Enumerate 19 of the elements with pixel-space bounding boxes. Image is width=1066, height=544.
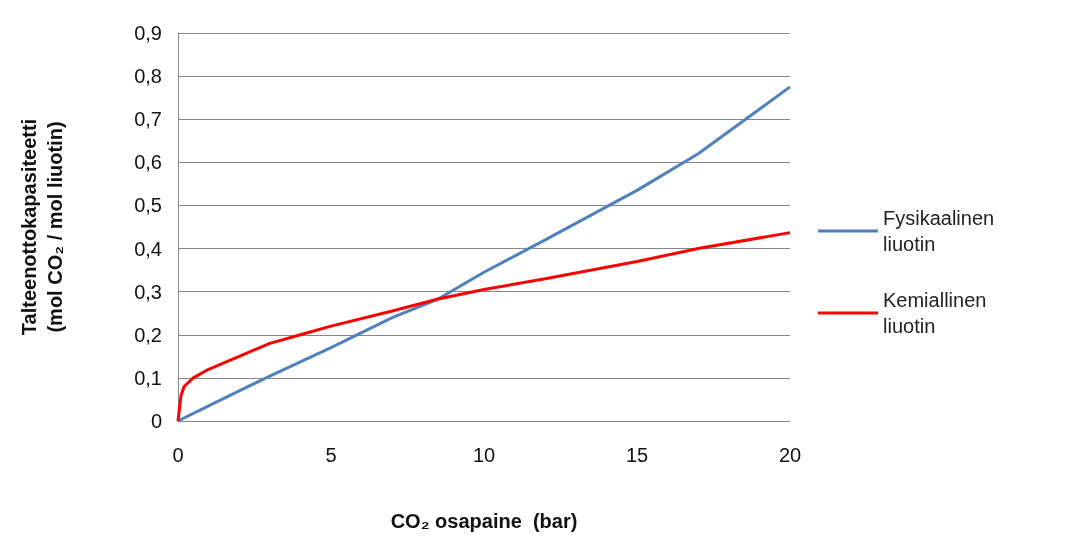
legend-label: Kemiallinen liuotin xyxy=(883,289,992,337)
legend-label: Fysikaalinen liuotin xyxy=(883,207,1000,255)
y-tick-label: 0,2 xyxy=(134,323,162,346)
x-tick-label: 0 xyxy=(172,444,184,466)
x-tick-label: 5 xyxy=(325,444,337,466)
x-tick-label: 10 xyxy=(472,444,496,466)
y-tick-label: 0,1 xyxy=(134,366,162,389)
y-tick-label: 0,3 xyxy=(134,280,162,303)
y-tick-label: 0,6 xyxy=(134,151,162,174)
y-tick-label: 0,9 xyxy=(134,22,162,44)
x-tick-label: 20 xyxy=(778,444,802,466)
y-tick-label: 0,4 xyxy=(134,237,162,260)
y-tick-label: 0,5 xyxy=(134,194,162,217)
y-tick-label: 0,7 xyxy=(134,108,162,131)
x-axis-title: CO₂ osapaine (bar) xyxy=(390,510,578,532)
y-tick-label: 0 xyxy=(150,410,162,432)
x-tick-label: 15 xyxy=(625,444,649,466)
y-axis-title: Talteenottokapasiteetti (mol CO₂ / mol liuotin) xyxy=(18,118,66,336)
y-tick-label: 0,8 xyxy=(134,65,162,88)
